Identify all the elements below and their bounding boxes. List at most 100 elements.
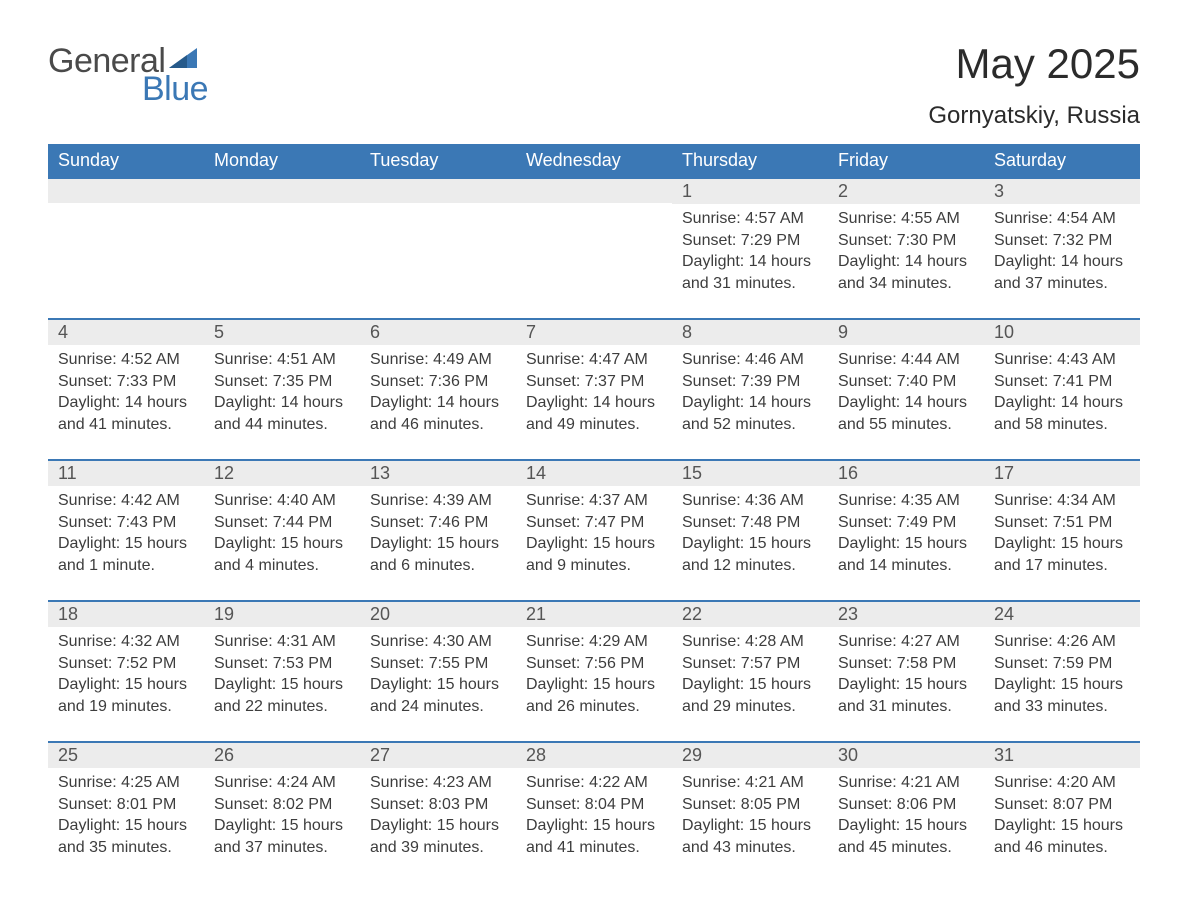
day-daylight2: and 46 minutes. bbox=[370, 414, 506, 436]
day-body: Sunrise: 4:23 AMSunset: 8:03 PMDaylight:… bbox=[360, 768, 516, 864]
day-daylight1: Daylight: 15 hours bbox=[526, 815, 662, 837]
day-daylight2: and 6 minutes. bbox=[370, 555, 506, 577]
day-daylight2: and 43 minutes. bbox=[682, 837, 818, 859]
day-sunset: Sunset: 7:52 PM bbox=[58, 653, 194, 675]
day-daylight1: Daylight: 14 hours bbox=[526, 392, 662, 414]
day-number: 17 bbox=[984, 459, 1140, 486]
weekday-header: Thursday bbox=[672, 144, 828, 177]
day-sunrise: Sunrise: 4:21 AM bbox=[838, 772, 974, 794]
day-cell: 15Sunrise: 4:36 AMSunset: 7:48 PMDayligh… bbox=[672, 459, 828, 582]
day-body: Sunrise: 4:57 AMSunset: 7:29 PMDaylight:… bbox=[672, 204, 828, 300]
day-cell: 1Sunrise: 4:57 AMSunset: 7:29 PMDaylight… bbox=[672, 177, 828, 300]
day-body: Sunrise: 4:37 AMSunset: 7:47 PMDaylight:… bbox=[516, 486, 672, 582]
day-sunset: Sunset: 7:48 PM bbox=[682, 512, 818, 534]
day-body: Sunrise: 4:55 AMSunset: 7:30 PMDaylight:… bbox=[828, 204, 984, 300]
day-number: 4 bbox=[48, 318, 204, 345]
day-cell: 23Sunrise: 4:27 AMSunset: 7:58 PMDayligh… bbox=[828, 600, 984, 723]
week-row: 4Sunrise: 4:52 AMSunset: 7:33 PMDaylight… bbox=[48, 318, 1140, 441]
day-number: 2 bbox=[828, 177, 984, 204]
day-daylight2: and 4 minutes. bbox=[214, 555, 350, 577]
day-body: Sunrise: 4:20 AMSunset: 8:07 PMDaylight:… bbox=[984, 768, 1140, 864]
day-cell: 11Sunrise: 4:42 AMSunset: 7:43 PMDayligh… bbox=[48, 459, 204, 582]
day-daylight2: and 31 minutes. bbox=[682, 273, 818, 295]
day-sunrise: Sunrise: 4:25 AM bbox=[58, 772, 194, 794]
week-row: 11Sunrise: 4:42 AMSunset: 7:43 PMDayligh… bbox=[48, 459, 1140, 582]
day-sunset: Sunset: 7:32 PM bbox=[994, 230, 1130, 252]
logo-word2: Blue bbox=[142, 72, 208, 106]
day-sunrise: Sunrise: 4:46 AM bbox=[682, 349, 818, 371]
day-daylight2: and 55 minutes. bbox=[838, 414, 974, 436]
day-number: 7 bbox=[516, 318, 672, 345]
day-body: Sunrise: 4:21 AMSunset: 8:05 PMDaylight:… bbox=[672, 768, 828, 864]
day-daylight2: and 12 minutes. bbox=[682, 555, 818, 577]
day-cell bbox=[48, 177, 204, 300]
day-daylight2: and 14 minutes. bbox=[838, 555, 974, 577]
day-daylight1: Daylight: 15 hours bbox=[838, 533, 974, 555]
day-sunset: Sunset: 7:46 PM bbox=[370, 512, 506, 534]
logo: General Blue bbox=[48, 40, 208, 106]
day-sunset: Sunset: 7:29 PM bbox=[682, 230, 818, 252]
day-sunrise: Sunrise: 4:47 AM bbox=[526, 349, 662, 371]
day-number: 10 bbox=[984, 318, 1140, 345]
day-daylight1: Daylight: 15 hours bbox=[370, 815, 506, 837]
day-daylight2: and 1 minute. bbox=[58, 555, 194, 577]
day-number bbox=[204, 177, 360, 203]
day-number: 29 bbox=[672, 741, 828, 768]
title-block: May 2025 Gornyatskiy, Russia bbox=[928, 40, 1140, 130]
day-number: 5 bbox=[204, 318, 360, 345]
day-body: Sunrise: 4:30 AMSunset: 7:55 PMDaylight:… bbox=[360, 627, 516, 723]
day-daylight2: and 45 minutes. bbox=[838, 837, 974, 859]
day-body: Sunrise: 4:22 AMSunset: 8:04 PMDaylight:… bbox=[516, 768, 672, 864]
day-sunset: Sunset: 7:49 PM bbox=[838, 512, 974, 534]
day-sunrise: Sunrise: 4:37 AM bbox=[526, 490, 662, 512]
day-sunrise: Sunrise: 4:35 AM bbox=[838, 490, 974, 512]
day-number: 30 bbox=[828, 741, 984, 768]
day-sunrise: Sunrise: 4:52 AM bbox=[58, 349, 194, 371]
day-sunrise: Sunrise: 4:39 AM bbox=[370, 490, 506, 512]
location-label: Gornyatskiy, Russia bbox=[928, 102, 1140, 130]
day-number: 3 bbox=[984, 177, 1140, 204]
day-daylight1: Daylight: 14 hours bbox=[994, 251, 1130, 273]
week-row: 18Sunrise: 4:32 AMSunset: 7:52 PMDayligh… bbox=[48, 600, 1140, 723]
day-sunrise: Sunrise: 4:26 AM bbox=[994, 631, 1130, 653]
day-daylight2: and 37 minutes. bbox=[994, 273, 1130, 295]
day-sunrise: Sunrise: 4:54 AM bbox=[994, 208, 1130, 230]
weekday-header: Sunday bbox=[48, 144, 204, 177]
day-number bbox=[360, 177, 516, 203]
day-daylight1: Daylight: 15 hours bbox=[994, 815, 1130, 837]
day-daylight2: and 41 minutes. bbox=[58, 414, 194, 436]
day-sunrise: Sunrise: 4:28 AM bbox=[682, 631, 818, 653]
day-number: 31 bbox=[984, 741, 1140, 768]
day-cell: 10Sunrise: 4:43 AMSunset: 7:41 PMDayligh… bbox=[984, 318, 1140, 441]
day-body: Sunrise: 4:46 AMSunset: 7:39 PMDaylight:… bbox=[672, 345, 828, 441]
day-body: Sunrise: 4:35 AMSunset: 7:49 PMDaylight:… bbox=[828, 486, 984, 582]
day-sunrise: Sunrise: 4:42 AM bbox=[58, 490, 194, 512]
day-sunset: Sunset: 7:36 PM bbox=[370, 371, 506, 393]
day-sunrise: Sunrise: 4:24 AM bbox=[214, 772, 350, 794]
day-daylight1: Daylight: 15 hours bbox=[58, 533, 194, 555]
day-cell: 25Sunrise: 4:25 AMSunset: 8:01 PMDayligh… bbox=[48, 741, 204, 864]
day-body: Sunrise: 4:39 AMSunset: 7:46 PMDaylight:… bbox=[360, 486, 516, 582]
day-daylight1: Daylight: 14 hours bbox=[682, 392, 818, 414]
day-daylight1: Daylight: 15 hours bbox=[214, 815, 350, 837]
week-row: 1Sunrise: 4:57 AMSunset: 7:29 PMDaylight… bbox=[48, 177, 1140, 300]
day-body: Sunrise: 4:43 AMSunset: 7:41 PMDaylight:… bbox=[984, 345, 1140, 441]
day-body: Sunrise: 4:31 AMSunset: 7:53 PMDaylight:… bbox=[204, 627, 360, 723]
day-cell: 4Sunrise: 4:52 AMSunset: 7:33 PMDaylight… bbox=[48, 318, 204, 441]
day-daylight1: Daylight: 15 hours bbox=[994, 674, 1130, 696]
day-body: Sunrise: 4:42 AMSunset: 7:43 PMDaylight:… bbox=[48, 486, 204, 582]
day-sunrise: Sunrise: 4:49 AM bbox=[370, 349, 506, 371]
day-body: Sunrise: 4:27 AMSunset: 7:58 PMDaylight:… bbox=[828, 627, 984, 723]
day-number: 19 bbox=[204, 600, 360, 627]
day-daylight2: and 41 minutes. bbox=[526, 837, 662, 859]
month-title: May 2025 bbox=[928, 40, 1140, 88]
day-daylight2: and 17 minutes. bbox=[994, 555, 1130, 577]
weekday-header: Wednesday bbox=[516, 144, 672, 177]
day-number bbox=[516, 177, 672, 203]
day-sunset: Sunset: 7:44 PM bbox=[214, 512, 350, 534]
day-sunrise: Sunrise: 4:21 AM bbox=[682, 772, 818, 794]
day-daylight2: and 19 minutes. bbox=[58, 696, 194, 718]
day-daylight1: Daylight: 14 hours bbox=[838, 392, 974, 414]
day-cell: 30Sunrise: 4:21 AMSunset: 8:06 PMDayligh… bbox=[828, 741, 984, 864]
day-sunrise: Sunrise: 4:27 AM bbox=[838, 631, 974, 653]
